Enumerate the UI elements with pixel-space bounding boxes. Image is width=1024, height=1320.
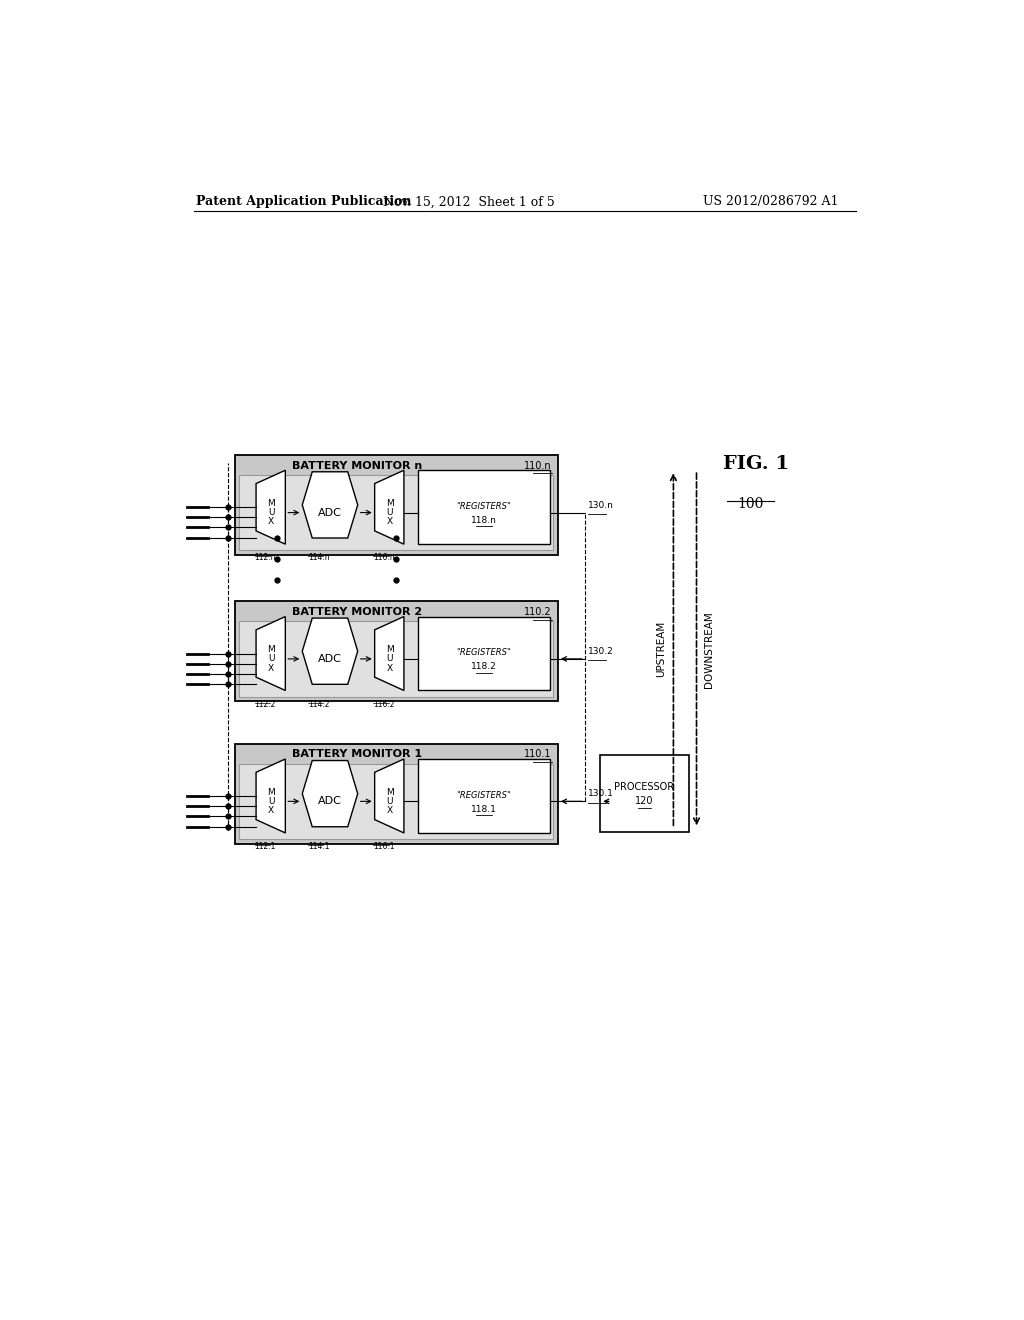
Polygon shape xyxy=(256,470,286,544)
FancyBboxPatch shape xyxy=(418,616,550,690)
Polygon shape xyxy=(256,759,286,833)
Text: 130.n: 130.n xyxy=(588,500,613,510)
Text: ADC: ADC xyxy=(318,653,342,664)
FancyBboxPatch shape xyxy=(234,743,558,843)
Text: M
U
X: M U X xyxy=(267,788,275,816)
Text: M
U
X: M U X xyxy=(386,499,394,527)
Text: ADC: ADC xyxy=(318,508,342,517)
Polygon shape xyxy=(302,760,357,826)
Text: M
U
X: M U X xyxy=(386,645,394,673)
Text: 114.n: 114.n xyxy=(308,553,330,562)
Text: 130.1: 130.1 xyxy=(588,789,613,799)
FancyBboxPatch shape xyxy=(234,601,558,701)
Text: ADC: ADC xyxy=(318,796,342,807)
Text: 114.2: 114.2 xyxy=(308,700,330,709)
Text: FIG. 1: FIG. 1 xyxy=(724,455,790,473)
Text: BATTERY MONITOR n: BATTERY MONITOR n xyxy=(292,461,423,471)
Text: DOWNSTREAM: DOWNSTREAM xyxy=(705,611,714,688)
Text: M
U
X: M U X xyxy=(386,788,394,816)
FancyBboxPatch shape xyxy=(240,763,553,840)
Text: 118.n: 118.n xyxy=(471,516,497,525)
Text: Nov. 15, 2012  Sheet 1 of 5: Nov. 15, 2012 Sheet 1 of 5 xyxy=(383,195,555,209)
FancyBboxPatch shape xyxy=(600,755,689,832)
Polygon shape xyxy=(375,470,403,544)
Text: 112.1: 112.1 xyxy=(255,842,275,851)
Text: 120: 120 xyxy=(635,796,653,807)
Text: "REGISTERS": "REGISTERS" xyxy=(457,648,511,657)
Text: 116.2: 116.2 xyxy=(373,700,394,709)
Text: 116.1: 116.1 xyxy=(373,842,394,851)
Text: US 2012/0286792 A1: US 2012/0286792 A1 xyxy=(703,195,839,209)
Text: 112.n: 112.n xyxy=(255,553,276,562)
Text: 118.2: 118.2 xyxy=(471,663,497,671)
Text: 118.1: 118.1 xyxy=(471,805,497,813)
Polygon shape xyxy=(256,616,286,690)
Text: BATTERY MONITOR 1: BATTERY MONITOR 1 xyxy=(292,750,423,759)
FancyBboxPatch shape xyxy=(240,475,553,550)
Text: UPSTREAM: UPSTREAM xyxy=(655,622,666,677)
Polygon shape xyxy=(375,616,403,690)
FancyBboxPatch shape xyxy=(418,759,550,833)
Text: 110.2: 110.2 xyxy=(524,607,552,616)
FancyBboxPatch shape xyxy=(418,470,550,544)
FancyBboxPatch shape xyxy=(234,455,558,554)
Text: 110.n: 110.n xyxy=(524,461,552,471)
Text: 130.2: 130.2 xyxy=(588,647,613,656)
Text: PROCESSOR: PROCESSOR xyxy=(614,783,675,792)
Text: 100: 100 xyxy=(737,498,764,511)
FancyBboxPatch shape xyxy=(240,622,553,697)
Text: M
U
X: M U X xyxy=(267,645,275,673)
Polygon shape xyxy=(375,759,403,833)
Polygon shape xyxy=(302,618,357,684)
Text: 110.1: 110.1 xyxy=(524,750,552,759)
Text: 114.1: 114.1 xyxy=(308,842,330,851)
Text: "REGISTERS": "REGISTERS" xyxy=(457,502,511,511)
Polygon shape xyxy=(302,471,357,539)
Text: BATTERY MONITOR 2: BATTERY MONITOR 2 xyxy=(292,607,423,616)
Text: 112.2: 112.2 xyxy=(255,700,275,709)
Text: 116.n: 116.n xyxy=(373,553,394,562)
Text: Patent Application Publication: Patent Application Publication xyxy=(196,195,412,209)
Text: "REGISTERS": "REGISTERS" xyxy=(457,791,511,800)
Text: M
U
X: M U X xyxy=(267,499,275,527)
